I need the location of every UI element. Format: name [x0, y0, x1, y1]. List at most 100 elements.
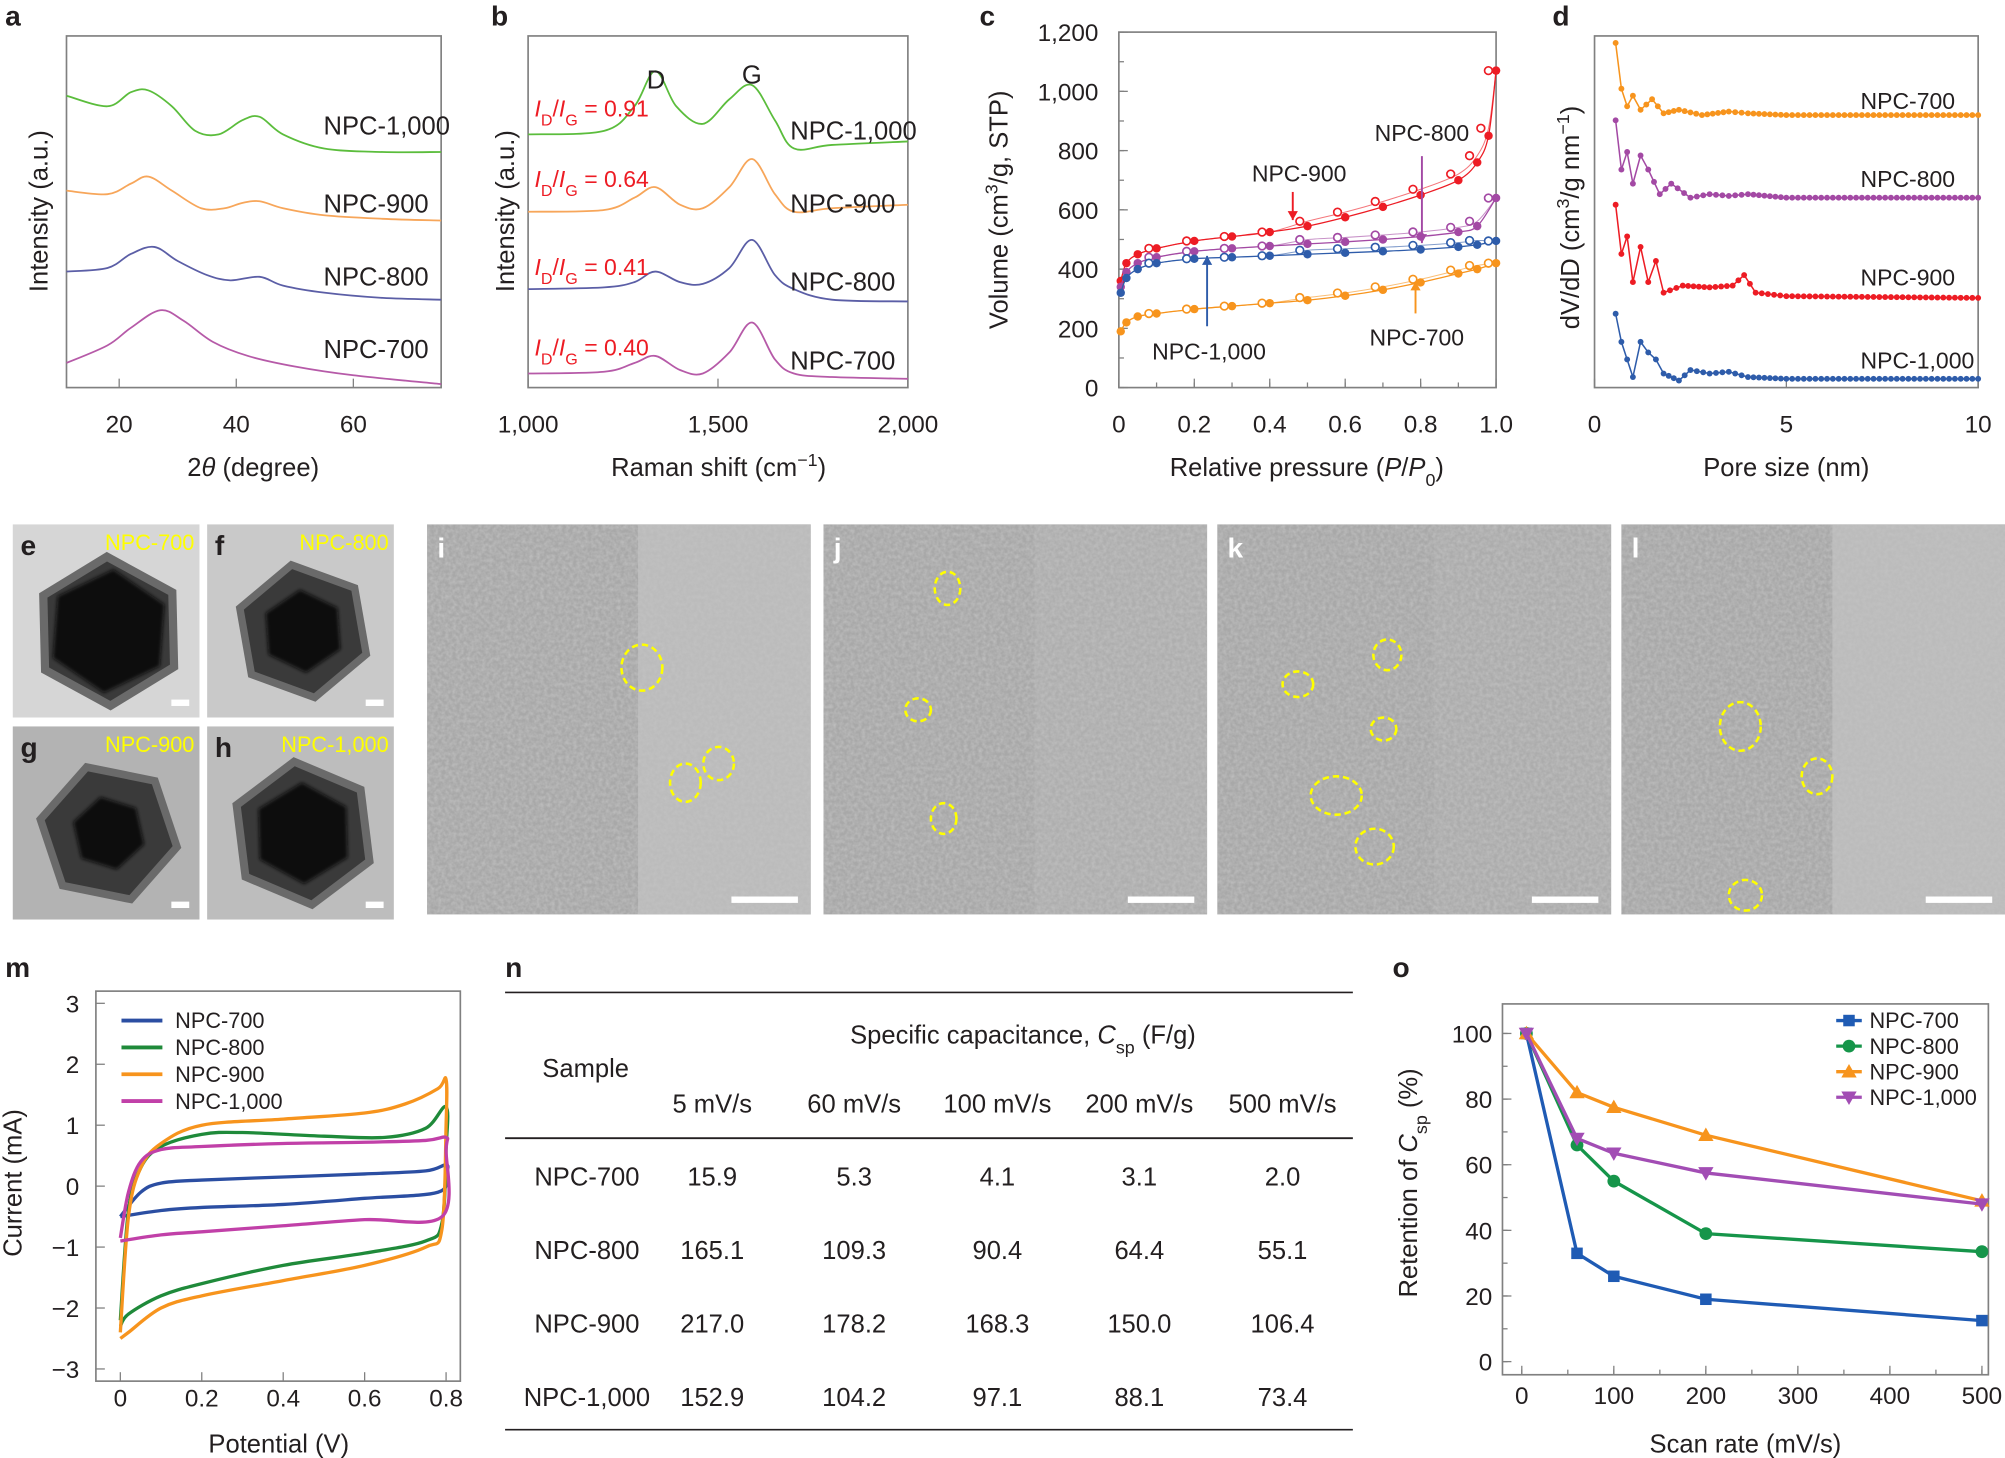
lattice-texture	[1217, 524, 1612, 915]
adsorption-point	[1190, 304, 1199, 314]
x-tick-label: 0.4	[266, 1386, 300, 1413]
table-cell-sample: NPC-900	[534, 1311, 639, 1339]
psd-point	[1750, 110, 1757, 117]
desorption-point	[1332, 207, 1343, 217]
psd-point	[1725, 108, 1732, 115]
series-label: NPC-1,000	[1861, 347, 1975, 373]
psd-point	[1637, 243, 1644, 250]
psd-point	[1719, 192, 1726, 199]
psd-point	[1738, 372, 1745, 379]
psd-point	[1951, 375, 1958, 382]
psd-point	[1905, 294, 1912, 301]
y-axis-label: Volume (cm3/g, STP)	[982, 91, 1014, 330]
adsorption-point	[1152, 309, 1161, 318]
table-cell-value: 3.1	[1122, 1163, 1158, 1191]
psd-point	[1934, 194, 1941, 201]
psd-point	[1806, 112, 1813, 119]
psd-point	[1651, 178, 1657, 185]
psd-point	[1624, 356, 1631, 363]
adsorption-point	[1116, 327, 1125, 336]
pore-outline	[1800, 757, 1834, 796]
table-cell-value: 2.0	[1265, 1163, 1301, 1191]
psd-point	[1675, 106, 1682, 113]
psd-point	[1789, 375, 1796, 382]
adsorption-point	[1303, 221, 1312, 231]
psd-point	[1858, 194, 1865, 201]
sample-label: NPC-900	[105, 732, 194, 757]
lattice-texture	[823, 524, 1208, 915]
table-cell-sample: NPC-800	[534, 1237, 639, 1265]
psd-point	[1882, 194, 1889, 201]
panel-letter-k: k	[1228, 533, 1244, 564]
y-tick-label: 3	[66, 991, 80, 1018]
desorption-point	[1370, 196, 1380, 207]
psd-point	[1681, 372, 1688, 379]
y-tick-label: 20	[1465, 1284, 1492, 1311]
text-segment: −1	[797, 450, 817, 470]
text-segment: G	[565, 112, 578, 130]
psd-point	[1800, 375, 1807, 382]
psd-point	[1951, 294, 1958, 301]
psd-point	[1783, 112, 1790, 119]
x-tick-label: 0.8	[1404, 411, 1438, 438]
hrtem-image-j	[823, 524, 1208, 915]
panel-letter-l: l	[1632, 533, 1640, 564]
text-segment: I	[559, 96, 566, 122]
psd-point	[1725, 193, 1732, 199]
psd-point	[1795, 293, 1801, 300]
desorption-point	[1257, 298, 1267, 308]
table-column-header: 200 mV/s	[1085, 1091, 1193, 1119]
desorption-point	[1332, 288, 1343, 298]
pore-outline	[1354, 827, 1396, 866]
panel-letter-o: o	[1393, 952, 1410, 983]
psd-point	[1654, 103, 1661, 110]
psd-point	[1969, 112, 1976, 119]
table-cell-value: 165.1	[680, 1237, 744, 1265]
psd-point	[1752, 289, 1759, 296]
text-segment: Intensity (a.u.)	[492, 130, 520, 292]
pore-outline	[904, 697, 933, 723]
text-segment: sp	[1116, 1038, 1135, 1058]
legend-label: NPC-1,000	[175, 1089, 282, 1114]
psd-point	[1732, 370, 1739, 377]
pore-outline	[668, 762, 703, 804]
psd-point	[1870, 112, 1877, 119]
psd-point	[1917, 112, 1923, 119]
psd-point	[1771, 291, 1778, 298]
xrd-curve	[66, 175, 442, 222]
y-tick-label: 40	[1465, 1218, 1492, 1245]
psd-point	[1685, 283, 1692, 289]
desorption-point	[1257, 227, 1267, 237]
text-segment: Relative pressure (	[1170, 454, 1385, 482]
text-segment: dV/dD (cm	[1557, 209, 1585, 330]
data-point-triangle-up	[1841, 1064, 1857, 1078]
data-point-circle	[1842, 1039, 1856, 1053]
legend-label: NPC-900	[175, 1062, 264, 1087]
psd-point	[1800, 112, 1807, 119]
table-cell-value: 152.9	[680, 1384, 744, 1412]
psd-point	[1660, 110, 1667, 117]
psd-point	[1957, 294, 1964, 301]
psd-point	[1853, 293, 1860, 300]
raman-curve	[528, 239, 908, 303]
text-segment: 2	[187, 454, 201, 482]
table-cell-value: 73.4	[1258, 1384, 1308, 1412]
text-segment: −1	[1553, 114, 1573, 134]
tem-image-g	[12, 726, 200, 920]
psd-point	[1911, 194, 1918, 201]
peak-label-d: D	[647, 66, 665, 94]
psd-point	[1645, 279, 1652, 286]
text-segment: /	[553, 335, 560, 361]
xrd-curve	[66, 309, 442, 385]
psd-point	[1975, 375, 1982, 382]
lattice-texture	[427, 524, 811, 915]
y-tick-label: 0	[1085, 376, 1099, 403]
table-cell-value: 88.1	[1114, 1384, 1164, 1412]
psd-point	[1940, 194, 1947, 201]
psd-point	[1963, 375, 1970, 382]
psd-point	[1928, 112, 1935, 119]
y-tick-label: 60	[1465, 1153, 1492, 1180]
table-cell-value: 4.1	[980, 1163, 1016, 1191]
psd-point	[1806, 194, 1813, 201]
psd-point	[1700, 369, 1707, 376]
